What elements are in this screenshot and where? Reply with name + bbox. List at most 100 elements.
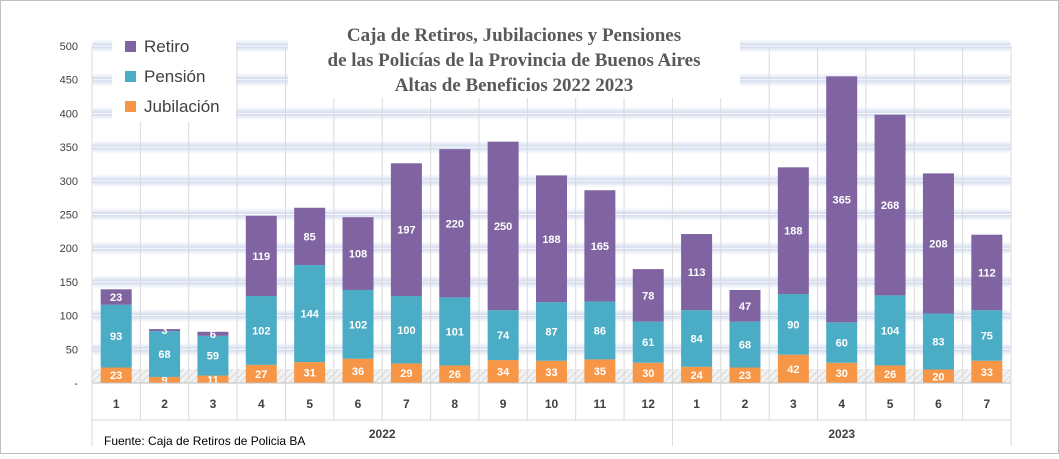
data-label-pension: 86 (594, 325, 606, 337)
data-label-jubilacion: 11 (207, 374, 219, 386)
bar-segment-retiro (729, 289, 761, 322)
x-tick-label: 3 (790, 397, 797, 411)
x-tick-label: 11 (594, 397, 607, 411)
bar-segment-retiro (971, 234, 1003, 311)
data-label-retiro: 208 (929, 238, 947, 250)
bar-segment-retiro (536, 175, 567, 303)
y-tick-label: 150 (60, 277, 78, 289)
bar-segment-jubilacion (971, 360, 1003, 383)
x-tick-label: 4 (838, 397, 845, 411)
bar-segment-pension (100, 304, 132, 368)
bar-segment-pension (197, 335, 229, 376)
data-label-retiro: 78 (642, 290, 654, 302)
data-label-pension: 104 (881, 325, 900, 337)
bar-segment-retiro (245, 215, 277, 297)
data-label-pension: 68 (158, 349, 170, 361)
chart-title: Caja de Retiros, Jubilaciones y Pensione… (288, 20, 740, 98)
x-tick-label: 10 (545, 397, 559, 411)
data-label-jubilacion: 26 (449, 369, 461, 381)
bar-segment-pension (149, 331, 181, 377)
data-label-pension: 84 (690, 334, 703, 346)
bar-segment-jubilacion (632, 362, 664, 383)
x-tick-label: 8 (451, 397, 458, 411)
bar-segment-retiro (874, 114, 906, 296)
data-label-jubilacion: 33 (545, 367, 557, 379)
bar-segment-jubilacion (294, 362, 326, 383)
bar-segment-jubilacion (536, 360, 567, 383)
bar-segment-pension (826, 322, 858, 363)
data-label-jubilacion: 35 (594, 366, 606, 378)
data-label-retiro: 108 (349, 249, 367, 261)
bar-segment-jubilacion (245, 364, 277, 383)
data-label-pension: 144 (300, 309, 319, 321)
data-label-retiro: 112 (978, 267, 996, 279)
bar-segment-pension (922, 313, 954, 370)
data-label-retiro: 165 (591, 241, 609, 253)
title-line-3: Altas de Beneficios 2022 2023 (395, 75, 634, 96)
y-tick-label: 500 (60, 41, 78, 53)
legend-label-pension: Pensión (144, 67, 205, 86)
data-label-retiro: 188 (784, 226, 802, 238)
x-tick-label: 2 (742, 397, 749, 411)
data-label-jubilacion: 33 (981, 367, 993, 379)
data-label-pension: 59 (207, 351, 219, 363)
bar-segment-pension (487, 310, 519, 361)
bar-segment-jubilacion (874, 365, 906, 383)
bar-segment-pension (729, 321, 761, 368)
legend-label-retiro: Retiro (144, 37, 189, 56)
bar-segment-jubilacion (681, 366, 713, 383)
y-axis: - 50 100 150 200 250 300 350 400 450 500 (60, 41, 79, 390)
bar-segment-pension (632, 321, 664, 363)
legend-swatch-jubilacion (125, 101, 136, 112)
bar-segment-pension (439, 297, 471, 366)
bar-segment-jubilacion (826, 362, 858, 383)
y-tick-label: 100 (60, 311, 78, 323)
year-group-label: 2023 (828, 427, 855, 441)
data-label-pension: 90 (787, 319, 799, 331)
title-line-1: Caja de Retiros, Jubilaciones y Pensione… (347, 25, 681, 46)
x-tick-label: 12 (642, 397, 656, 411)
bars: 23 93 23 9 68 3 11 59 6 27 102 119 31 144 85 36 102 108 29… (100, 76, 1003, 387)
data-label-jubilacion: 23 (110, 370, 122, 382)
data-label-jubilacion: 42 (787, 364, 799, 376)
x-tick-label: 6 (935, 397, 942, 411)
data-label-pension: 60 (836, 338, 848, 350)
data-label-jubilacion: 27 (255, 369, 267, 381)
data-label-retiro: 220 (446, 218, 464, 230)
legend-label-jubilacion: Jubilación (144, 97, 220, 116)
bar-segment-pension (294, 265, 326, 363)
bar-segment-jubilacion (342, 358, 374, 383)
y-tick-label: 450 (60, 75, 78, 87)
data-label-jubilacion: 31 (304, 368, 316, 380)
data-label-retiro: 85 (304, 231, 316, 243)
data-label-retiro: 268 (881, 200, 899, 212)
data-label-jubilacion: 9 (161, 375, 167, 387)
data-label-jubilacion: 24 (690, 370, 703, 382)
data-label-pension: 61 (642, 337, 654, 349)
data-label-pension: 101 (446, 326, 464, 338)
data-label-jubilacion: 26 (884, 369, 896, 381)
bar-segment-jubilacion (390, 363, 422, 383)
bar-segment-retiro (777, 167, 809, 295)
legend-swatch-retiro (125, 41, 136, 52)
x-tick-label: 2 (161, 397, 168, 411)
title-line-2: de las Policías de la Provincia de Bueno… (328, 50, 701, 71)
data-label-pension: 83 (932, 337, 944, 349)
data-label-pension: 93 (110, 331, 122, 343)
bar-segment-pension (584, 301, 616, 360)
x-tick-label: 1 (113, 397, 120, 411)
data-label-jubilacion: 30 (642, 368, 654, 380)
bar-segment-pension (390, 296, 422, 364)
data-label-retiro: 197 (397, 225, 415, 237)
bar-segment-retiro (632, 269, 664, 322)
data-label-jubilacion: 30 (836, 368, 848, 380)
y-tick-label: 200 (60, 243, 78, 255)
data-label-pension: 74 (497, 330, 510, 342)
title-background (288, 20, 740, 98)
bar-segment-jubilacion (729, 367, 761, 383)
bar-segment-retiro (197, 331, 229, 336)
bar-segment-jubilacion (584, 359, 616, 383)
x-tick-label: 1 (693, 397, 700, 411)
data-label-retiro: 23 (110, 292, 122, 304)
data-label-jubilacion: 36 (352, 366, 364, 378)
